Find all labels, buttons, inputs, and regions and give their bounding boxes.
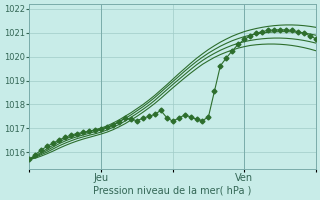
X-axis label: Pression niveau de la mer( hPa ): Pression niveau de la mer( hPa ) — [93, 186, 252, 196]
